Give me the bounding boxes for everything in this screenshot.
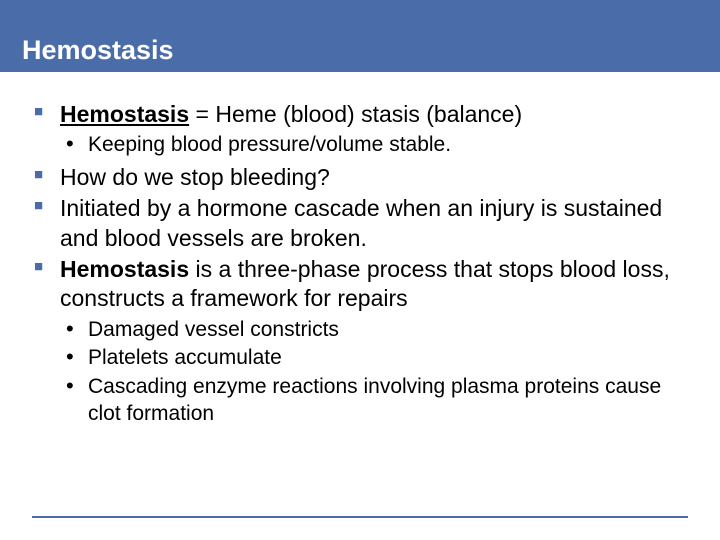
term-hemostasis-2: Hemostasis (60, 256, 189, 282)
sub-bullet-4-1: Damaged vessel constricts (60, 316, 688, 343)
sub-bullet-4-3: Cascading enzyme reactions involving pla… (60, 373, 688, 428)
sub-list-1: Keeping blood pressure/volume stable. (60, 131, 688, 158)
slide-content: Hemostasis = Heme (blood) stasis (balanc… (0, 72, 720, 427)
bullet-item-2: How do we stop bleeding? (32, 163, 688, 192)
sub-bullet-1-1: Keeping blood pressure/volume stable. (60, 131, 688, 158)
main-bullet-list: Hemostasis = Heme (blood) stasis (balanc… (32, 100, 688, 427)
bullet-item-1: Hemostasis = Heme (blood) stasis (balanc… (32, 100, 688, 159)
footer-divider (32, 516, 688, 518)
sub-list-4: Damaged vessel constricts Platelets accu… (60, 316, 688, 427)
bullet-item-3: Initiated by a hormone cascade when an i… (32, 194, 688, 253)
sub-bullet-4-2: Platelets accumulate (60, 344, 688, 371)
term-hemostasis: Hemostasis (60, 101, 189, 127)
slide-header: Hemostasis (0, 0, 720, 72)
bullet-item-4: Hemostasis is a three-phase process that… (32, 255, 688, 427)
bullet-1-rest: = Heme (blood) stasis (balance) (189, 101, 522, 127)
slide-title: Hemostasis (22, 35, 174, 66)
